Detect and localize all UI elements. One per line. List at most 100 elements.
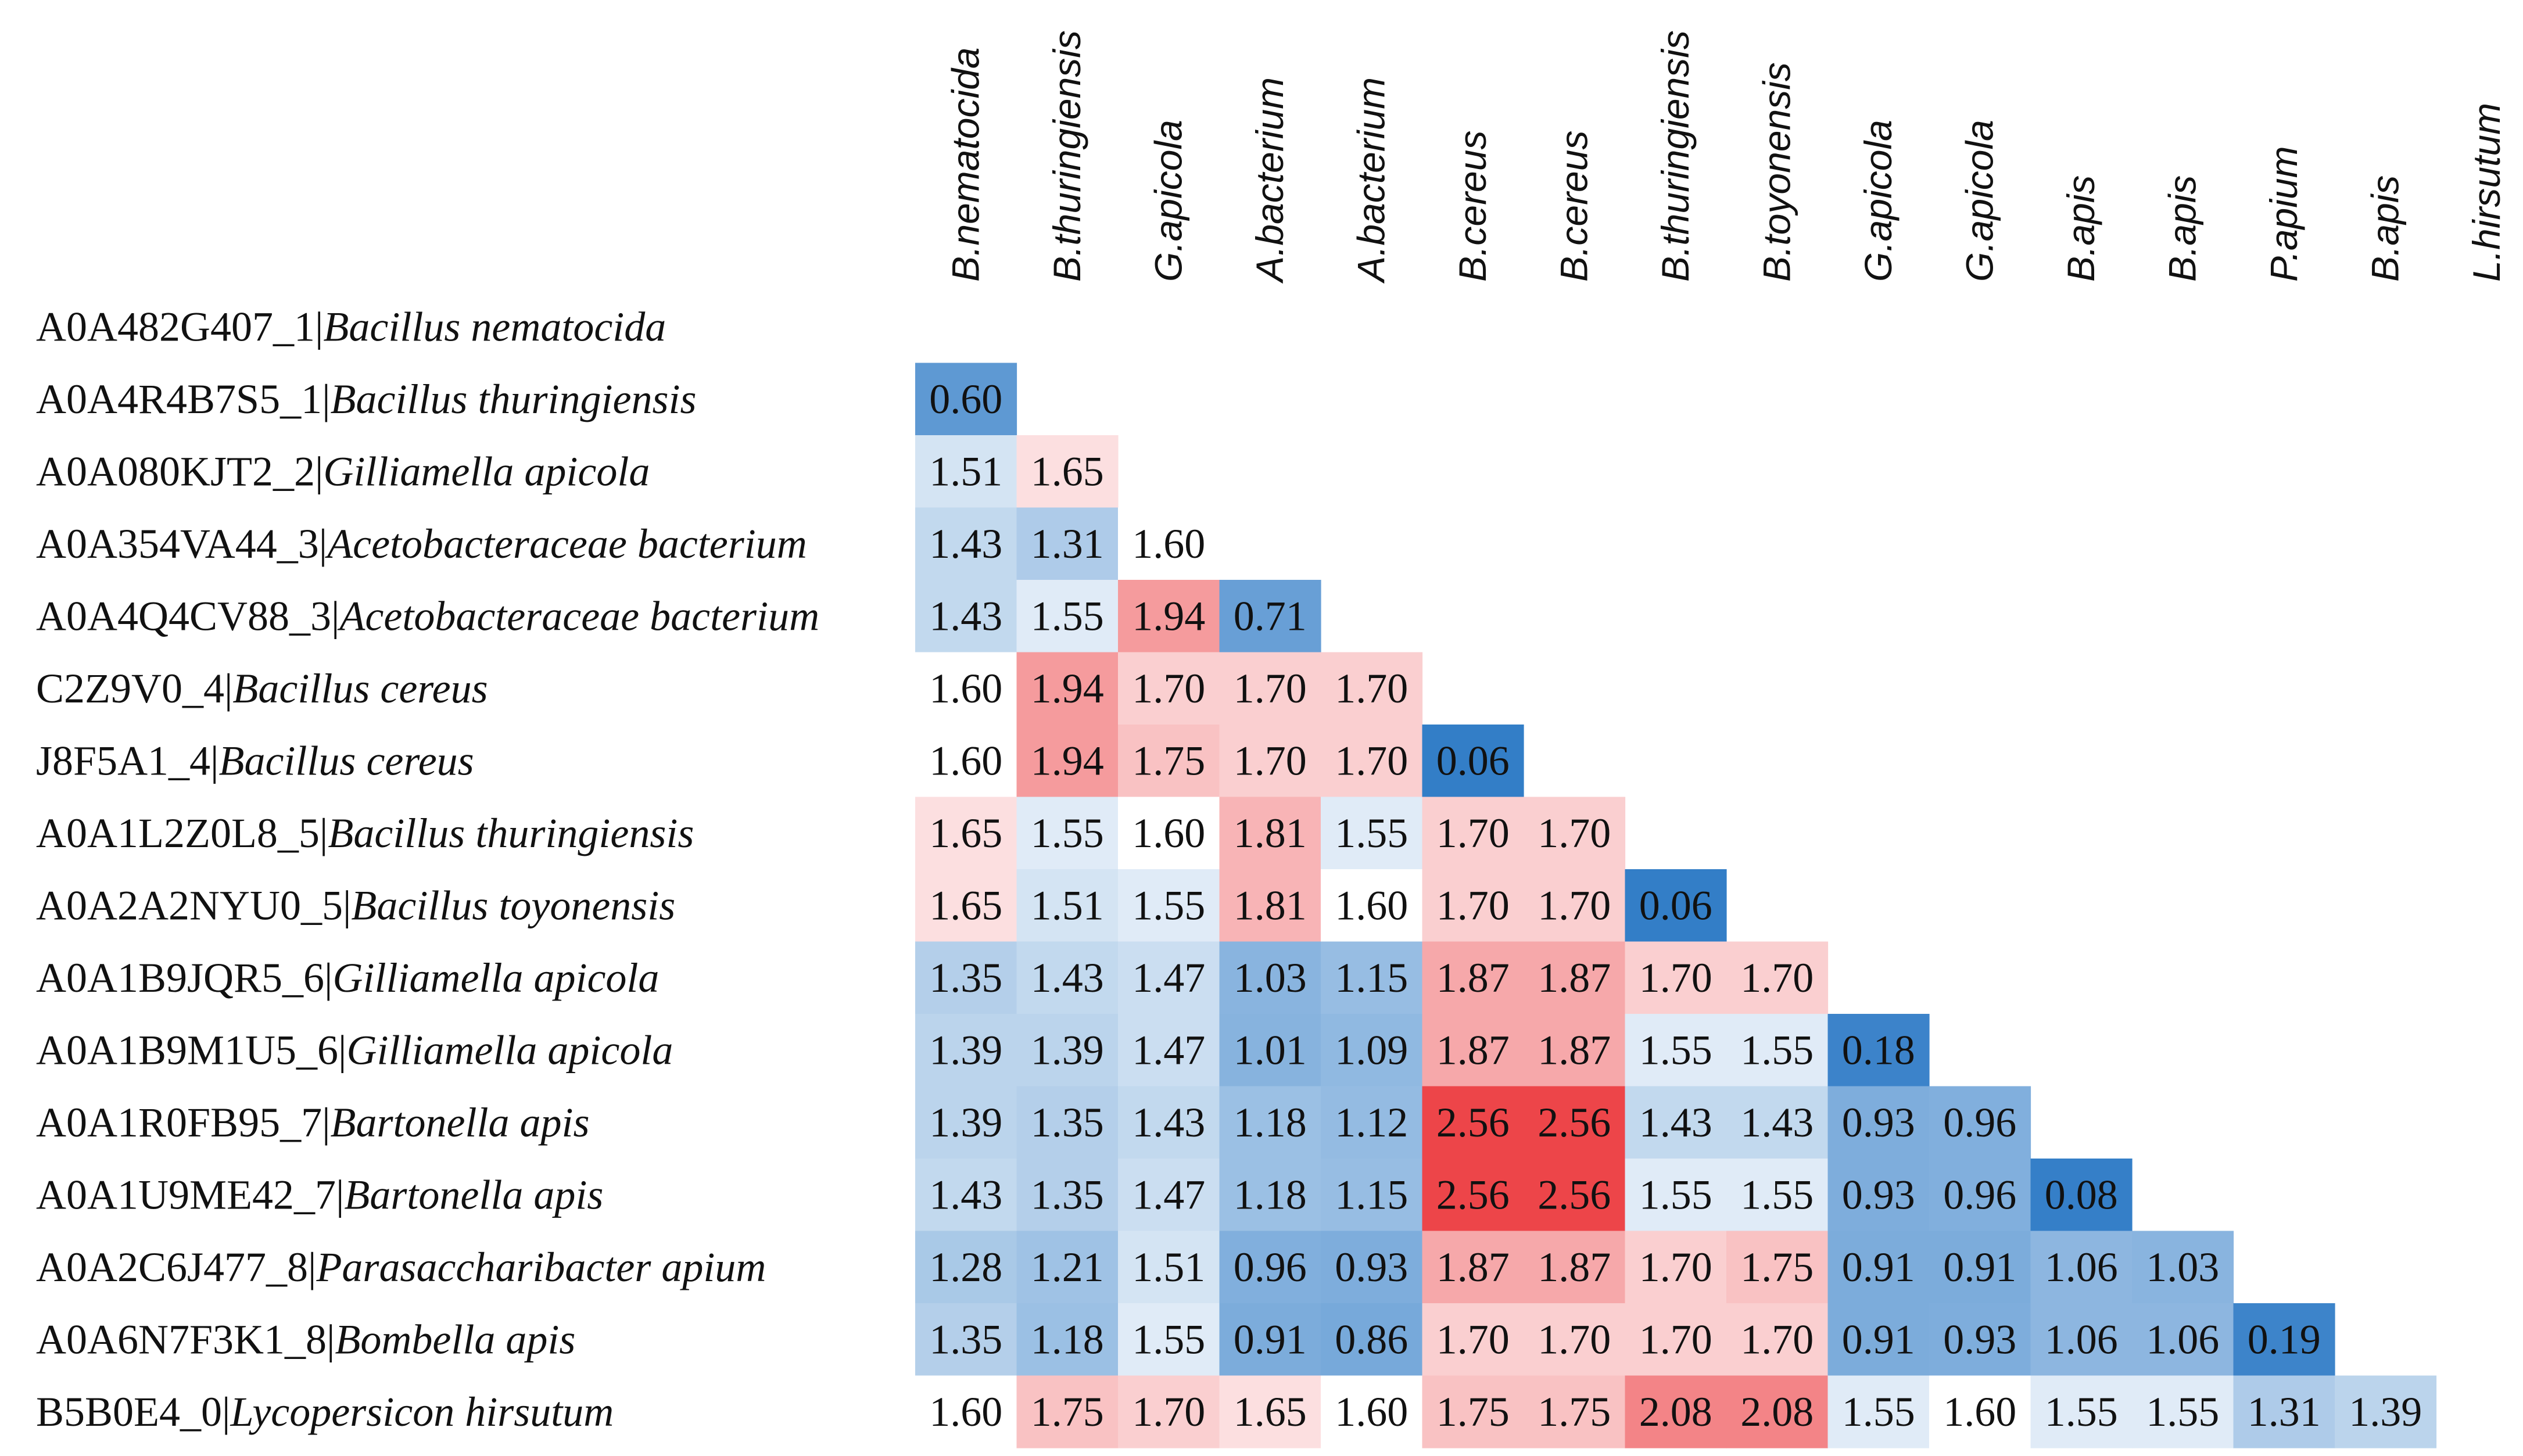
- heatmap-cell: [1524, 1159, 1626, 1232]
- row-labels: A0A482G407_1|Bacillus nematocida A0A4R4B7…: [36, 303, 819, 1435]
- cell-value: 1.70: [1639, 1244, 1712, 1290]
- cell-value: 1.43: [929, 1171, 1002, 1218]
- heatmap-cell: [1016, 1231, 1119, 1304]
- cell-value: 1.43: [1132, 1099, 1205, 1146]
- heatmap-cell: [1827, 1375, 1930, 1448]
- cell-value: 1.94: [1031, 737, 1104, 784]
- heatmap-cell: [1016, 580, 1119, 653]
- cell-value: 1.65: [1234, 1389, 1307, 1435]
- cell-value: 1.39: [929, 1099, 1002, 1146]
- row-id: A0A4Q4CV88_3|: [36, 593, 339, 639]
- cell-value: 1.60: [1132, 810, 1205, 856]
- row-label: A0A1B9JQR5_6|Gilliamella apicola: [36, 955, 659, 1001]
- cell-value: 2.56: [1538, 1171, 1611, 1218]
- row-id: A0A482G407_1|: [36, 303, 323, 350]
- heatmap-cell: [1625, 1014, 1727, 1087]
- heatmap-cell: [915, 363, 1017, 436]
- heatmap-cell: [1118, 1303, 1220, 1376]
- heatmap-cell: [1016, 1375, 1119, 1448]
- heatmap-cell: [1524, 1086, 1626, 1159]
- row-label: A0A1R0FB95_7|Bartonella apis: [36, 1099, 590, 1146]
- column-label: B.apis: [2363, 175, 2406, 282]
- heatmap-cell: [2030, 1231, 2133, 1304]
- cell-value: 0.08: [2045, 1171, 2118, 1218]
- heatmap-cell: [1219, 797, 1321, 870]
- cell-value: 1.70: [1436, 810, 1510, 856]
- cell-value: 1.18: [1031, 1316, 1104, 1362]
- cell-value: 1.31: [1031, 521, 1104, 567]
- heatmap-cell: [1219, 1303, 1321, 1376]
- heatmap-cell: [2030, 1303, 2133, 1376]
- row-id: B5B0E4_0|: [36, 1389, 230, 1435]
- cell-value: 1.94: [1132, 593, 1205, 639]
- heatmap-cell: [915, 869, 1017, 942]
- heatmap-cell: [1118, 580, 1220, 653]
- heatmap-cell: [1219, 941, 1321, 1014]
- heatmap-cell: [1625, 1231, 1727, 1304]
- cell-value: 1.12: [1335, 1099, 1408, 1146]
- heatmap-cell: [2132, 1231, 2234, 1304]
- row-species: Bacillus cereus: [218, 737, 474, 784]
- row-label: A0A2A2NYU0_5|Bacillus toyonensis: [36, 882, 675, 928]
- heatmap-cell: [1726, 941, 1829, 1014]
- cell-value: 1.87: [1538, 1244, 1611, 1290]
- column-label: P.apium: [2262, 146, 2305, 282]
- cell-value: 1.43: [1740, 1099, 1814, 1146]
- heatmap-cell: [1016, 435, 1119, 508]
- row-species: Bacillus thuringiensis: [328, 810, 694, 856]
- heatmap-cell: [1219, 1014, 1321, 1087]
- cell-value: 1.51: [1031, 882, 1104, 928]
- heatmap-cell: [1118, 941, 1220, 1014]
- cell-value: 2.08: [1740, 1389, 1814, 1435]
- heatmap-cell: [1422, 941, 1524, 1014]
- cell-value: 1.35: [1031, 1099, 1104, 1146]
- cell-value: 1.09: [1335, 1027, 1408, 1073]
- column-label: L.hirsutum: [2465, 103, 2508, 282]
- cell-value: 1.31: [2248, 1389, 2321, 1435]
- cell-value: 1.55: [2045, 1389, 2118, 1435]
- heatmap-cell: [1929, 1159, 2031, 1232]
- heatmap-cell: [1625, 1159, 1727, 1232]
- heatmap-cell: [915, 1231, 1017, 1304]
- heatmap-cell: [1016, 725, 1119, 798]
- cell-value: 1.70: [1132, 665, 1205, 712]
- cell-value: 1.47: [1132, 1171, 1205, 1218]
- heatmap-cell: [915, 1159, 1017, 1232]
- cell-value: 1.39: [2349, 1389, 2422, 1435]
- heatmap-cell: [1118, 725, 1220, 798]
- heatmap-cell: [1827, 1303, 1930, 1376]
- row-species: Bacillus thuringiensis: [331, 376, 697, 422]
- heatmap-cell: [915, 1303, 1017, 1376]
- cell-value: 1.43: [1639, 1099, 1712, 1146]
- heatmap-cell: [1016, 797, 1119, 870]
- heatmap-cell: [1827, 1159, 1930, 1232]
- cell-value: 1.87: [1436, 1027, 1510, 1073]
- cell-value: 1.70: [1132, 1389, 1205, 1435]
- cell-value: 1.87: [1436, 955, 1510, 1001]
- cell-value: 0.96: [1943, 1171, 2016, 1218]
- heatmap-cell: [2132, 1375, 2234, 1448]
- cell-value: 1.75: [1436, 1389, 1510, 1435]
- row-label: A0A4R4B7S5_1|Bacillus thuringiensis: [36, 376, 697, 422]
- cell-value: 1.03: [2146, 1244, 2219, 1290]
- cell-value: 1.21: [1031, 1244, 1104, 1290]
- cell-value: 0.60: [929, 376, 1002, 422]
- heatmap-cell: [1524, 941, 1626, 1014]
- cell-value: 1.75: [1740, 1244, 1814, 1290]
- heatmap-cell: [1016, 941, 1119, 1014]
- heatmap-cell: [915, 941, 1017, 1014]
- row-id: A0A354VA44_3|: [36, 521, 327, 567]
- heatmap-cell: [1321, 1086, 1423, 1159]
- heatmap-cell: [1726, 1231, 1829, 1304]
- heatmap-cell: [1118, 869, 1220, 942]
- cell-value: 1.35: [929, 955, 1002, 1001]
- row-label: A0A080KJT2_2|Gilliamella apicola: [36, 448, 650, 494]
- cell-value: 1.81: [1234, 810, 1307, 856]
- cell-value: 1.70: [1436, 1316, 1510, 1362]
- column-label: G.apicola: [1857, 120, 1900, 282]
- heatmap-cell: [915, 1086, 1017, 1159]
- cell-value: 0.96: [1943, 1099, 2016, 1146]
- cell-value: 0.19: [2248, 1316, 2321, 1362]
- row-species: Bombella apis: [335, 1316, 575, 1362]
